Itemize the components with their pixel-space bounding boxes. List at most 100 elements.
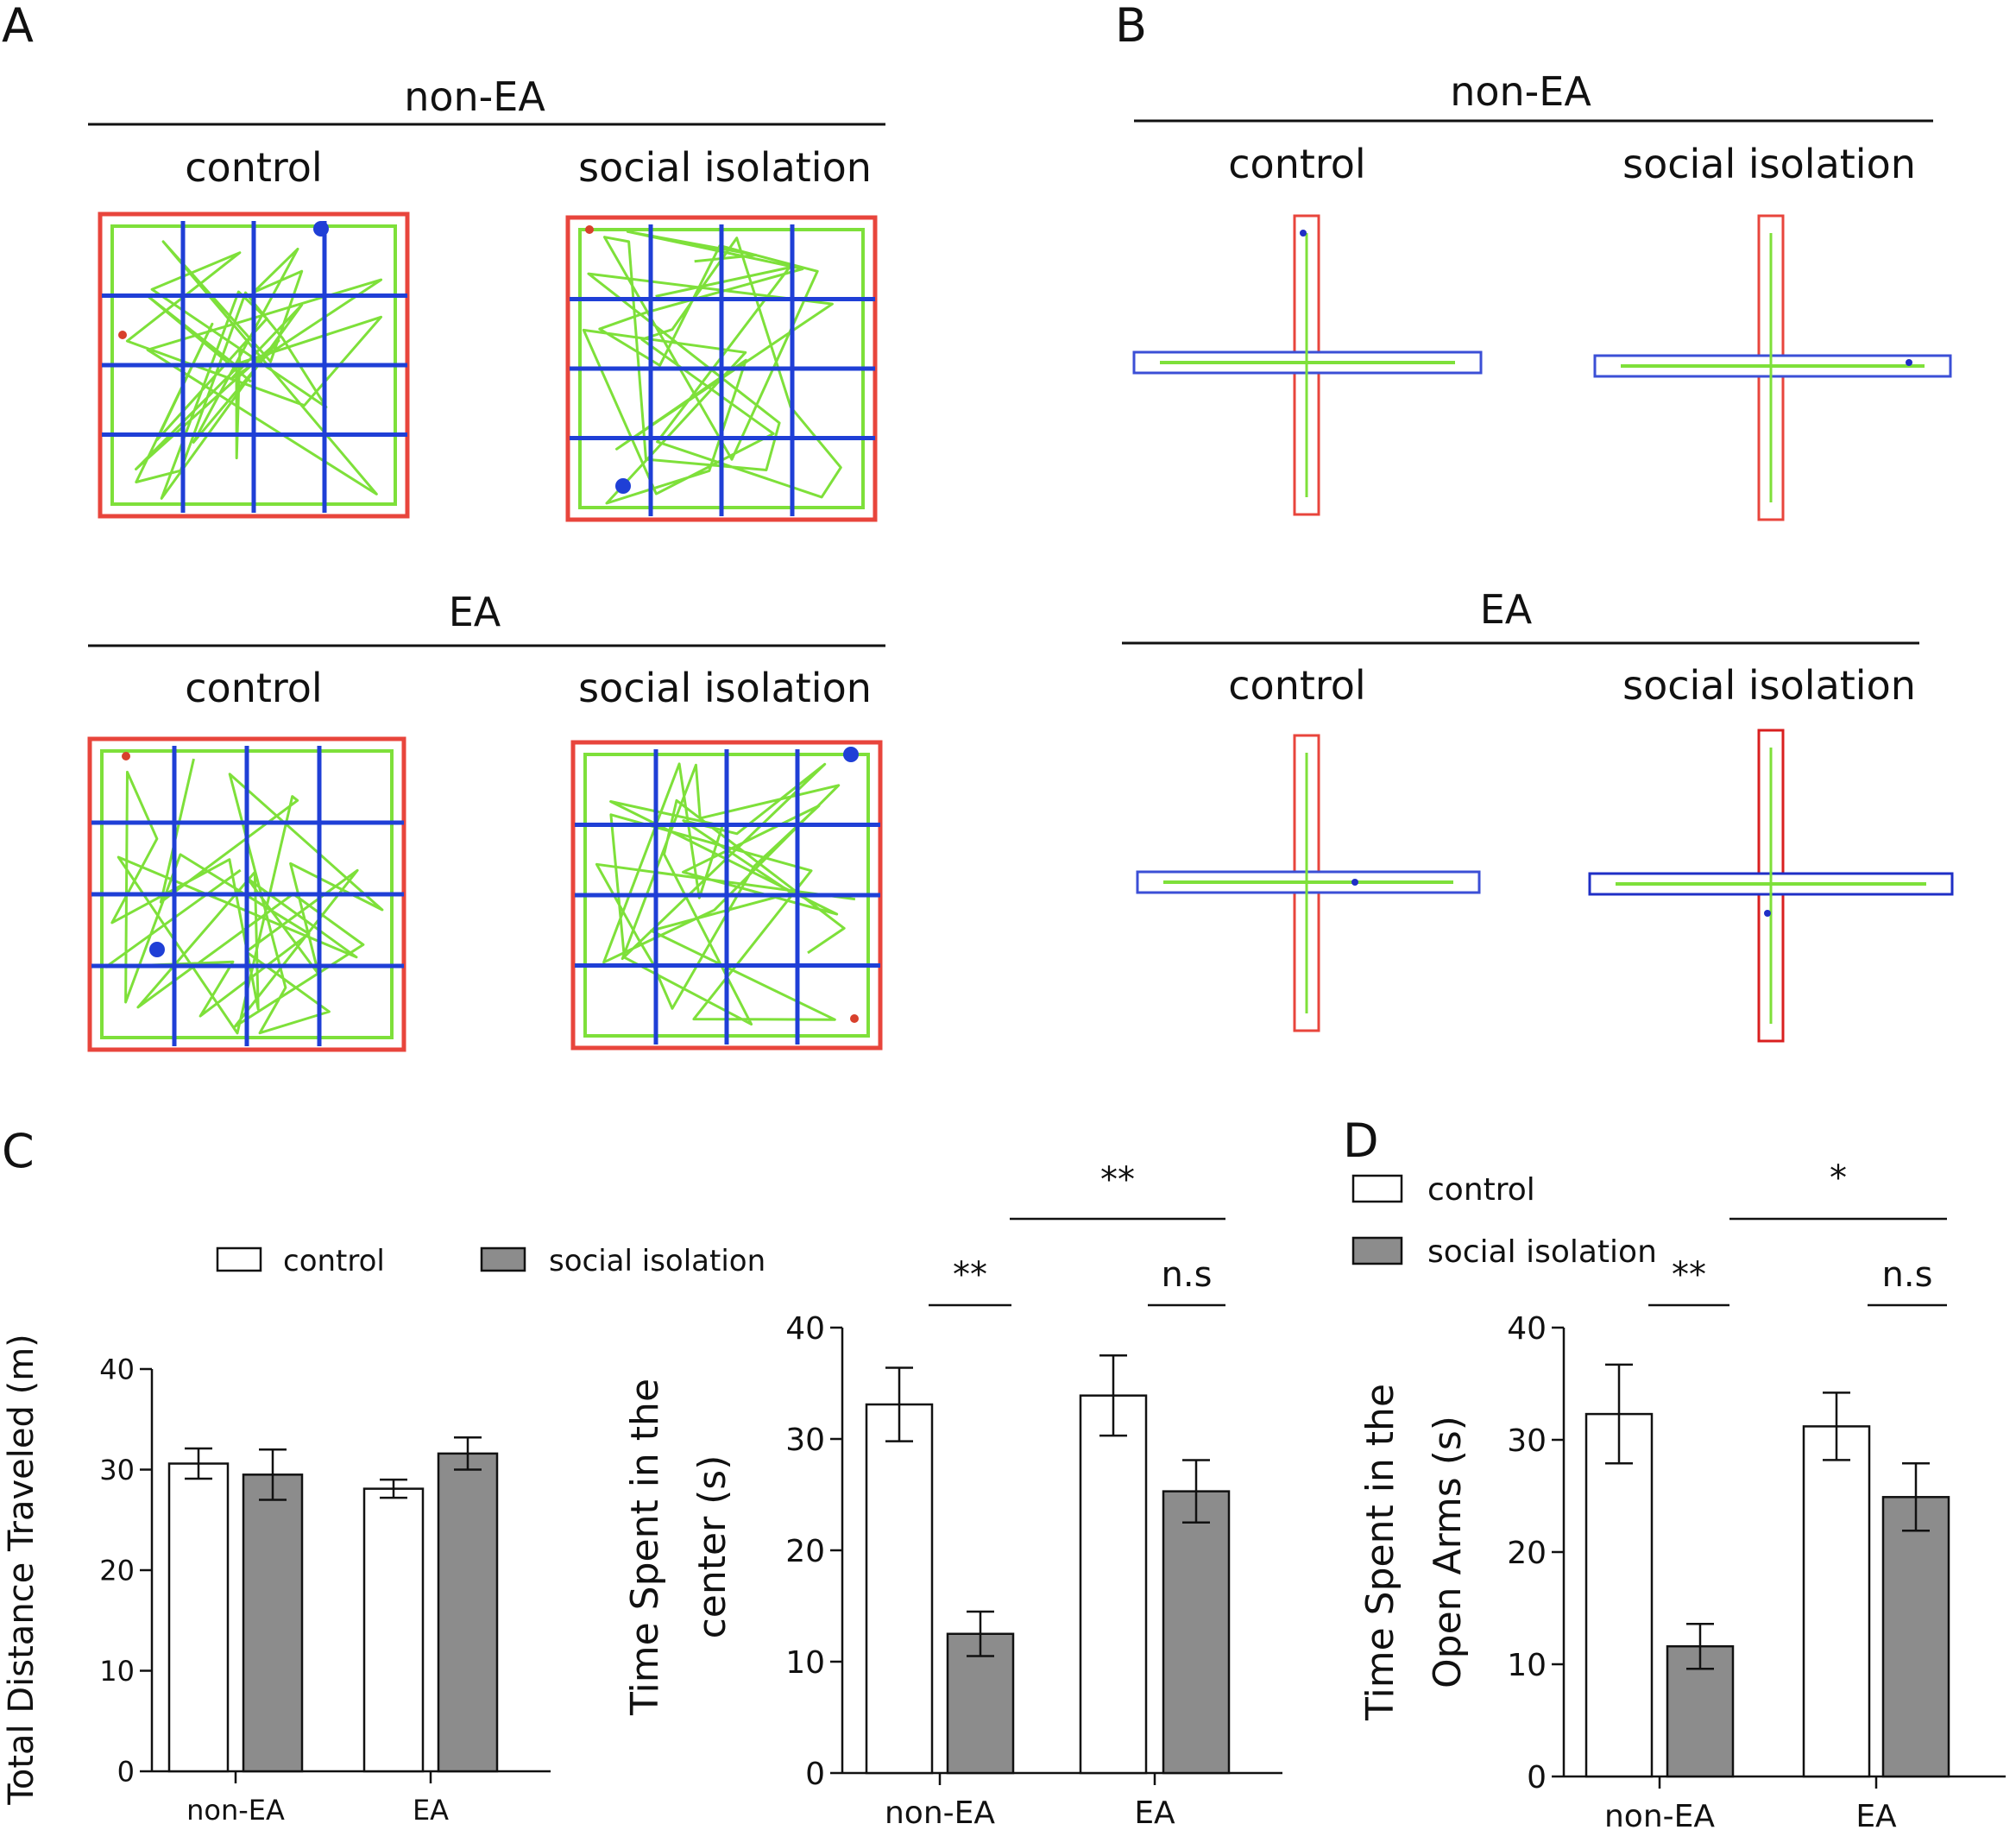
panel-b-letter: B: [1115, 0, 1147, 53]
locomotion-track: [595, 762, 856, 1026]
position-marker: [1906, 359, 1912, 366]
legend-c-control-swatch: [216, 1246, 262, 1272]
open-field-arena: [570, 740, 883, 1051]
plus-maze: [1588, 729, 1954, 1043]
y-axis-label: Time Spent in the: [623, 1379, 667, 1716]
y-axis-label: Total Distance Traveled (m): [2, 1334, 41, 1806]
panel-d-letter: D: [1343, 1114, 1379, 1168]
bar-isolation: [242, 1473, 304, 1773]
position-marker: [1764, 910, 1771, 917]
start-position-marker: [850, 1014, 859, 1023]
significance-label: *: [1830, 1158, 1847, 1198]
open-field-arenas: [87, 211, 883, 1052]
locomotion-track: [582, 230, 842, 505]
y-tick-label: 10: [99, 1655, 135, 1688]
end-position-marker: [615, 478, 631, 494]
end-position-marker: [313, 221, 329, 237]
panel-b: B non-EA control social isolation EA con…: [1115, 0, 1954, 1043]
y-axis-label: Open Arms (s): [1426, 1416, 1470, 1688]
plus-maze: [1132, 214, 1483, 516]
panel-a-group-title-ea: EA: [449, 589, 501, 635]
y-tick-label: 20: [785, 1534, 825, 1569]
panel-b-label-isolation-ea: social isolation: [1622, 662, 1916, 709]
x-tick-label: EA: [1855, 1799, 1897, 1830]
bar-control: [1802, 1425, 1871, 1778]
y-tick-label: 20: [99, 1555, 135, 1587]
open-field-arena: [98, 211, 410, 519]
x-tick-label: non-EA: [885, 1795, 995, 1830]
start-position-marker: [122, 752, 130, 760]
end-position-marker: [843, 747, 859, 762]
panel-c-letter: C: [2, 1124, 35, 1178]
legend-d-isolation-label: social isolation: [1427, 1234, 1657, 1270]
y-tick-label: 40: [1507, 1311, 1547, 1347]
end-position-marker: [149, 942, 165, 957]
panel-a-label-control-nonea: control: [185, 144, 322, 191]
y-tick-label: 0: [805, 1757, 825, 1792]
legend-c-isolation-label: social isolation: [549, 1244, 765, 1278]
panel-c: C control social isolation: [2, 1124, 765, 1278]
y-tick-label: 0: [117, 1756, 135, 1789]
significance-label: n.s: [1162, 1255, 1213, 1295]
y-tick-label: 40: [785, 1311, 825, 1347]
position-marker: [1351, 879, 1358, 886]
panel-a-label-control-ea: control: [185, 665, 322, 711]
position-marker: [1300, 230, 1307, 237]
legend-c-control-label: control: [283, 1244, 385, 1278]
bar-control: [1079, 1394, 1148, 1775]
panel-a-label-isolation-nonea: social isolation: [578, 144, 872, 191]
x-tick-label: EA: [1134, 1795, 1175, 1830]
chart-center_time: 0 10 20 30 40 Time Spent in the center (s) non-…: [623, 1160, 1282, 1830]
bar-isolation: [1881, 1496, 1950, 1778]
significance-label: **: [1100, 1160, 1135, 1200]
start-position-marker: [585, 225, 594, 234]
plus-maze-diagrams: [1132, 214, 1954, 1043]
y-tick-label: 40: [99, 1354, 135, 1386]
panel-a-letter: A: [2, 0, 34, 53]
y-tick-label: 0: [1527, 1760, 1547, 1795]
plus-maze: [1136, 734, 1481, 1032]
bar-control: [167, 1462, 230, 1773]
open-field-arena: [565, 215, 878, 522]
x-tick-label: non-EA: [1604, 1799, 1715, 1830]
bar-control: [362, 1487, 425, 1773]
bar-isolation: [1162, 1490, 1231, 1775]
y-tick-label: 10: [1507, 1648, 1547, 1683]
chart-distance: 0 10 20 30 40 Total Distance Traveled (m) non-…: [2, 1334, 551, 1827]
y-tick-label: 10: [785, 1645, 825, 1681]
legend-d-control-swatch: [1351, 1174, 1403, 1203]
panel-b-label-isolation-nonea: social isolation: [1622, 141, 1916, 187]
panel-a-group-title-nonea: non-EA: [404, 73, 545, 120]
bar-charts: 0 10 20 30 40 Total Distance Traveled (m) non-…: [2, 1158, 2006, 1830]
y-tick-label: 30: [785, 1423, 825, 1458]
locomotion-track: [104, 758, 384, 1035]
panel-b-group-title-ea: EA: [1480, 586, 1533, 633]
significance-label: n.s: [1882, 1255, 1933, 1295]
panel-a: A non-EA control social isolation EA con…: [2, 0, 885, 1052]
y-tick-label: 30: [1507, 1423, 1547, 1459]
panel-d: D control social isolation: [1343, 1114, 1657, 1270]
y-tick-label: 20: [1507, 1536, 1547, 1571]
significance-label: **: [953, 1255, 987, 1295]
x-tick-label: EA: [413, 1794, 449, 1827]
start-position-marker: [118, 331, 127, 339]
chart-open_arms_time: 0 10 20 30 40 Time Spent in the Open Arms (s) n…: [1358, 1158, 2006, 1830]
plus-maze: [1593, 214, 1952, 521]
legend-c-isolation-swatch: [480, 1246, 526, 1272]
open-field-arena: [87, 736, 406, 1052]
x-tick-label: non-EA: [186, 1794, 285, 1827]
y-tick-label: 30: [99, 1454, 135, 1486]
y-axis-label: center (s): [690, 1455, 734, 1639]
panel-b-label-control-ea: control: [1228, 662, 1365, 709]
bar-control: [1584, 1412, 1654, 1778]
panel-b-group-title-nonea: non-EA: [1450, 68, 1591, 115]
bar-isolation: [1666, 1644, 1735, 1778]
legend-d-isolation-swatch: [1351, 1236, 1403, 1265]
panel-a-label-isolation-ea: social isolation: [578, 665, 872, 711]
legend-d-control-label: control: [1427, 1172, 1535, 1208]
y-axis-label: Time Spent in the: [1358, 1384, 1402, 1721]
bar-control: [865, 1403, 934, 1775]
panel-b-label-control-nonea: control: [1228, 141, 1365, 187]
significance-label: **: [1672, 1255, 1706, 1295]
